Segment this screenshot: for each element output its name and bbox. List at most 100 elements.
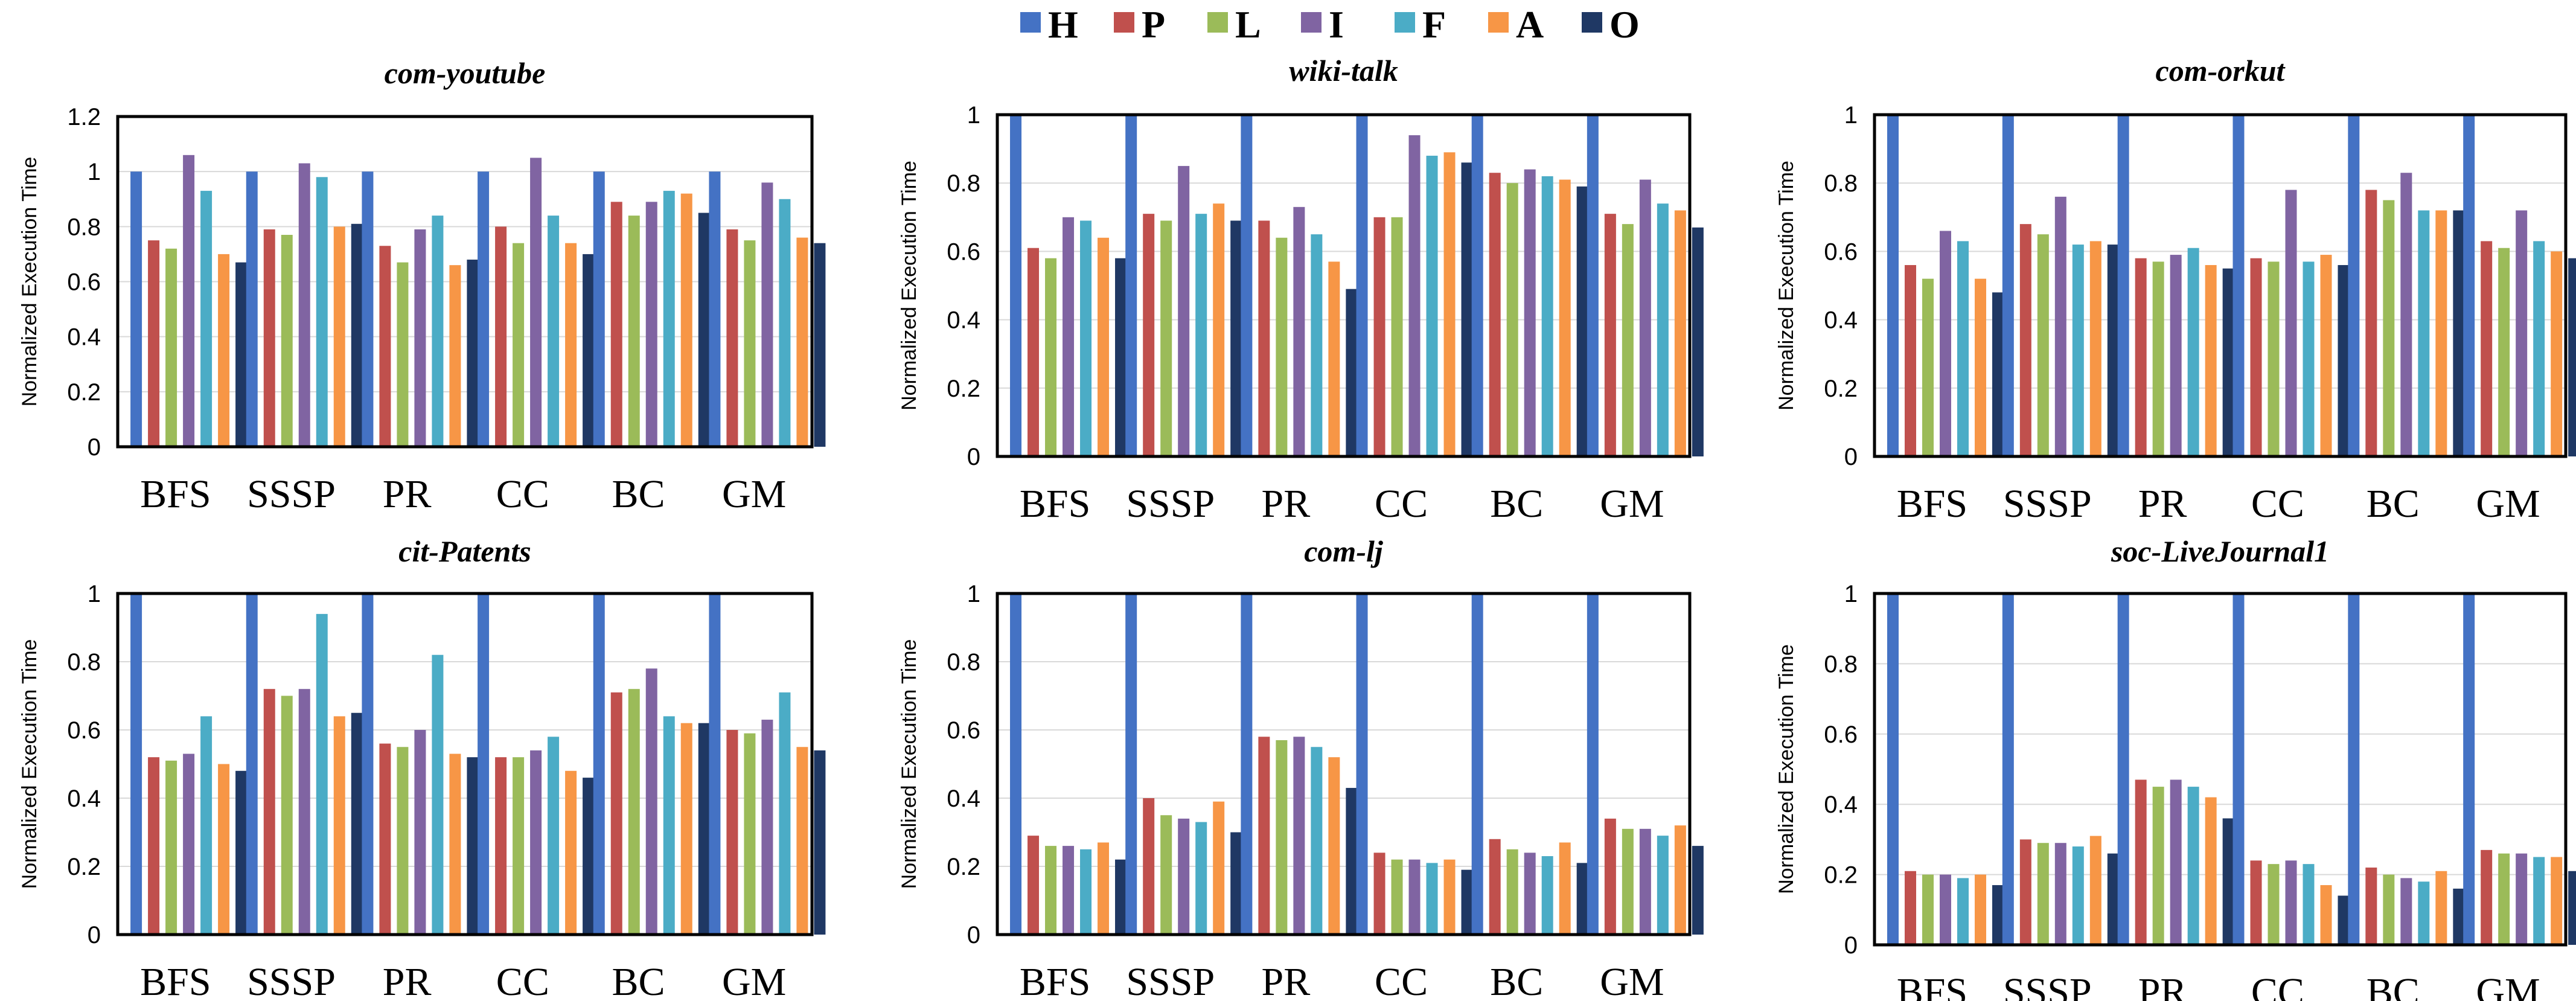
bar-l-sssp [2037, 234, 2049, 456]
bar-i-cc [2285, 190, 2297, 456]
y-tick-label: 0.4 [947, 785, 980, 812]
bar-a-gm [1674, 825, 1686, 935]
bar-i-bc [2400, 878, 2412, 945]
bar-l-bfs [1922, 874, 1934, 945]
bar-h-bfs [130, 171, 142, 447]
bar-o-sssp [1230, 832, 1242, 935]
bar-o-bc [1576, 186, 1588, 456]
bar-p-gm [1604, 818, 1616, 935]
x-tick-label: BFS [1897, 482, 1967, 526]
x-tick-label: GM [2476, 970, 2540, 1001]
bar-p-pr [379, 246, 391, 447]
y-tick-label: 0.6 [67, 269, 101, 296]
x-tick-label: GM [1600, 960, 1664, 1001]
bar-l-sssp [2037, 843, 2049, 945]
bar-l-pr [397, 747, 409, 935]
y-tick-label: 0 [1844, 444, 1858, 470]
x-tick-label: CC [1375, 482, 1428, 526]
legend-label-i: I [1329, 3, 1344, 46]
x-tick-label: SSSP [1126, 960, 1215, 1001]
bar-p-bfs [1028, 836, 1040, 935]
bar-f-pr [432, 654, 444, 935]
bar-i-pr [414, 229, 426, 447]
y-tick-label: 1 [88, 581, 101, 607]
bar-o-bc [698, 213, 710, 447]
bar-h-gm [1587, 115, 1599, 456]
bar-h-sssp [2002, 115, 2014, 456]
bar-f-bfs [1080, 849, 1092, 935]
chart-0: com-youtube 0 0.2 0.4 0.6 0.8 1 1.2 Normalized E… [18, 56, 826, 516]
x-tick-label: BFS [1897, 970, 1967, 1001]
bar-o-gm [2568, 871, 2576, 945]
bar-p-bfs [1028, 248, 1040, 456]
bar-p-gm [1604, 214, 1616, 456]
y-tick-label: 0.8 [1824, 170, 1858, 197]
bar-p-sssp [2019, 224, 2031, 456]
bar-l-sssp [1160, 815, 1172, 935]
bar-o-bfs [1992, 292, 2004, 456]
bar-f-gm [1657, 836, 1669, 935]
bar-a-bfs [1098, 842, 1110, 935]
bar-i-gm [761, 182, 773, 447]
bar-l-pr [2152, 261, 2164, 456]
bar-l-pr [1276, 237, 1288, 456]
bar-p-bc [1489, 839, 1501, 935]
bar-a-cc [2320, 885, 2332, 945]
y-tick-label: 0 [1844, 932, 1858, 959]
bar-p-sssp [1143, 798, 1155, 935]
chart-1: wiki-talk 0 0.2 0.4 0.6 0.8 1 Normalized Execut… [898, 54, 1704, 526]
bar-a-cc [1443, 859, 1456, 935]
y-tick-label: 0.2 [947, 376, 980, 402]
bar-i-cc [1408, 135, 1421, 456]
bar-a-gm [2551, 857, 2563, 945]
bar-f-pr [1311, 747, 1323, 935]
bar-h-pr [2117, 593, 2129, 945]
bar-a-bfs [1974, 874, 1986, 945]
y-tick-label: 1.2 [67, 104, 101, 130]
chart-title: com-lj [1304, 534, 1384, 568]
y-axis-label: Normalized Execution Time [18, 639, 41, 889]
bar-p-cc [1373, 852, 1385, 935]
bar-i-bfs [1939, 874, 1951, 945]
bar-h-gm [2463, 593, 2475, 945]
bar-a-sssp [1213, 203, 1225, 456]
x-tick-label: PR [2138, 482, 2187, 526]
y-tick-label: 0.2 [1824, 862, 1858, 889]
bar-a-cc [2320, 255, 2332, 456]
legend-swatch-f [1395, 12, 1415, 33]
bar-f-bfs [200, 191, 213, 447]
bar-o-gm [1692, 846, 1704, 935]
bar-p-cc [2250, 258, 2262, 456]
bar-h-pr [362, 171, 374, 447]
bar-h-pr [362, 593, 374, 935]
y-axis-label: Normalized Execution Time [898, 639, 921, 889]
bar-i-cc [2285, 860, 2297, 945]
bar-f-bc [2418, 210, 2430, 456]
bar-o-bfs [1115, 859, 1127, 935]
bar-h-gm [2463, 115, 2475, 456]
y-tick-label: 0.6 [947, 238, 980, 265]
bar-p-sssp [1143, 214, 1155, 456]
y-tick-label: 0.8 [947, 170, 980, 197]
bar-f-gm [2533, 241, 2545, 456]
bar-a-bfs [218, 254, 230, 447]
bar-h-bc [593, 593, 605, 935]
y-tick-label: 0.6 [67, 717, 101, 744]
bar-a-sssp [2089, 241, 2101, 456]
bar-h-sssp [1125, 115, 1137, 456]
bar-i-cc [530, 158, 542, 447]
bar-l-bfs [165, 248, 177, 447]
bar-h-cc [1356, 115, 1368, 456]
y-tick-label: 0.2 [67, 854, 101, 880]
y-tick-label: 0.4 [1824, 307, 1858, 334]
bar-a-cc [565, 770, 577, 935]
y-tick-label: 0.8 [67, 649, 101, 676]
bar-i-bc [1524, 169, 1536, 456]
bar-h-pr [1241, 115, 1253, 456]
bar-p-bc [2365, 867, 2377, 945]
x-tick-label: BC [2367, 970, 2420, 1001]
bar-l-cc [1391, 217, 1403, 456]
bar-p-gm [2481, 241, 2493, 456]
bar-p-bfs [1904, 871, 1916, 945]
bar-a-cc [565, 243, 577, 447]
